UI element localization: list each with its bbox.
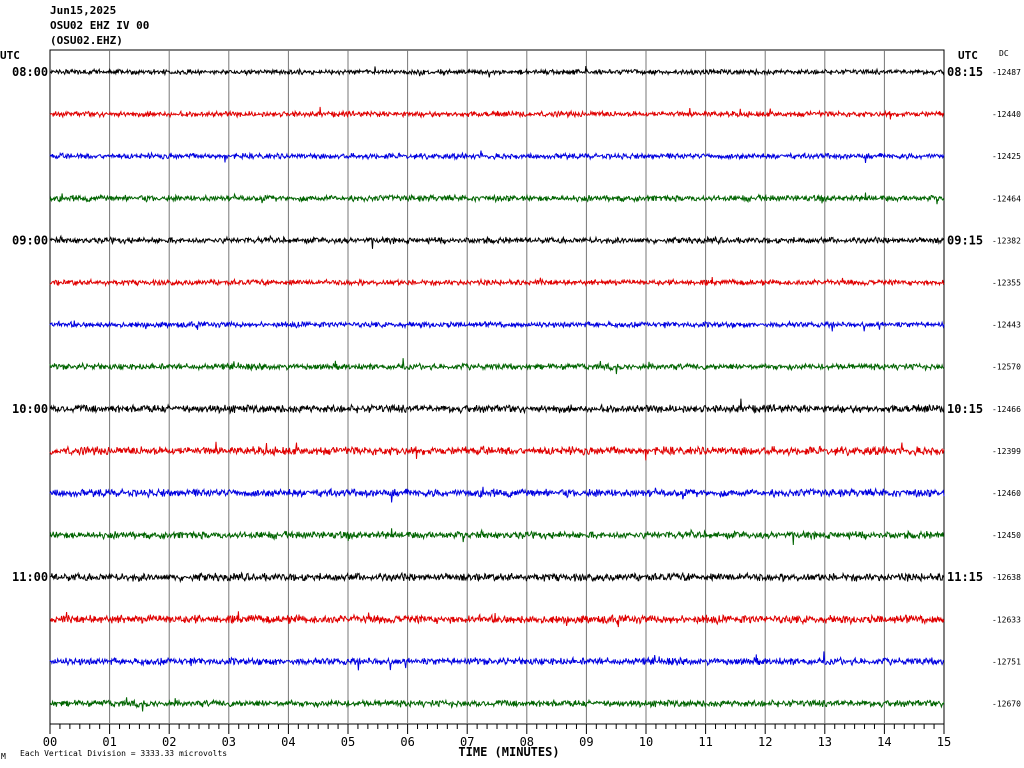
trace-dc-offset: -12443 <box>992 321 1021 330</box>
trace-dc-offset: -12638 <box>992 573 1021 582</box>
right-hour-label: 09:15 <box>947 233 983 247</box>
right-hour-label: 08:15 <box>947 65 983 79</box>
left-hour-label: 10:00 <box>12 402 48 416</box>
x-tick-label: 03 <box>222 735 236 749</box>
trace-dc-offset: -12460 <box>992 489 1021 498</box>
helicorder-date: Jun15,2025 <box>50 4 117 17</box>
trace-dc-offset: -12425 <box>992 152 1021 161</box>
seismic-trace <box>49 65 945 78</box>
right-hour-label: 11:15 <box>947 570 983 584</box>
x-tick-label: 09 <box>579 735 593 749</box>
dc-label: DC <box>999 49 1009 58</box>
seismic-trace <box>49 106 945 120</box>
trace-dc-offset: -12382 <box>992 236 1021 245</box>
seismic-trace <box>49 571 945 584</box>
x-tick-label: 04 <box>281 735 295 749</box>
x-tick-label: 08 <box>520 735 534 749</box>
trace-dc-offset: -12450 <box>992 531 1021 540</box>
helicorder-channel: OSU02 EHZ IV 00 <box>50 19 150 32</box>
seismic-trace <box>49 528 945 546</box>
vertical-division-note: Each Vertical Division = 3333.33 microvo… <box>20 749 228 758</box>
x-tick-label: 02 <box>162 735 176 749</box>
x-tick-label: 10 <box>639 735 653 749</box>
trace-dc-offset: -12751 <box>992 657 1021 666</box>
trace-dc-offset: -12399 <box>992 447 1021 456</box>
x-tick-label: 07 <box>460 735 474 749</box>
seismic-trace <box>49 192 945 205</box>
x-tick-label: 12 <box>758 735 772 749</box>
trace-dc-offset: -12570 <box>992 363 1021 372</box>
x-tick-label: 13 <box>818 735 832 749</box>
x-tick-label: 01 <box>102 735 116 749</box>
x-tick-label: 05 <box>341 735 355 749</box>
x-tick-label: 14 <box>877 735 891 749</box>
seismic-trace <box>49 319 945 332</box>
left-hour-label: 09:00 <box>12 233 48 247</box>
right-hour-label: 10:15 <box>947 402 983 416</box>
trace-dc-offset: -12633 <box>992 615 1021 624</box>
seismic-trace <box>49 441 945 461</box>
trace-dc-offset: -12464 <box>992 194 1021 203</box>
right-utc-label: UTC <box>958 49 978 62</box>
seismic-trace <box>49 486 945 503</box>
plot-frame <box>49 49 945 725</box>
seismic-trace <box>49 150 945 164</box>
trace-dc-offset: -12670 <box>992 700 1021 709</box>
left-utc-label: UTC <box>0 49 20 62</box>
seismic-trace <box>49 277 945 288</box>
x-tick-label: 00 <box>43 735 57 749</box>
helicorder-station-code: (OSU02.EHZ) <box>50 34 123 47</box>
x-axis-label: TIME (MINUTES) <box>458 745 559 759</box>
trace-dc-offset: -12466 <box>992 405 1021 414</box>
trace-dc-offset: -12487 <box>992 68 1021 77</box>
seismic-trace <box>49 398 945 415</box>
x-tick-label: 15 <box>937 735 951 749</box>
seismic-trace <box>49 611 945 628</box>
trace-dc-offset: -12355 <box>992 279 1021 288</box>
corner-mark: M <box>1 752 6 761</box>
seismic-trace <box>49 358 945 375</box>
left-hour-label: 11:00 <box>12 570 48 584</box>
seismic-trace <box>49 651 945 671</box>
seismic-trace <box>50 697 945 712</box>
left-hour-label: 08:00 <box>12 65 48 79</box>
trace-dc-offset: -12440 <box>992 110 1021 119</box>
x-tick-label: 06 <box>400 735 414 749</box>
x-tick-label: 11 <box>698 735 712 749</box>
seismic-trace <box>49 234 945 249</box>
